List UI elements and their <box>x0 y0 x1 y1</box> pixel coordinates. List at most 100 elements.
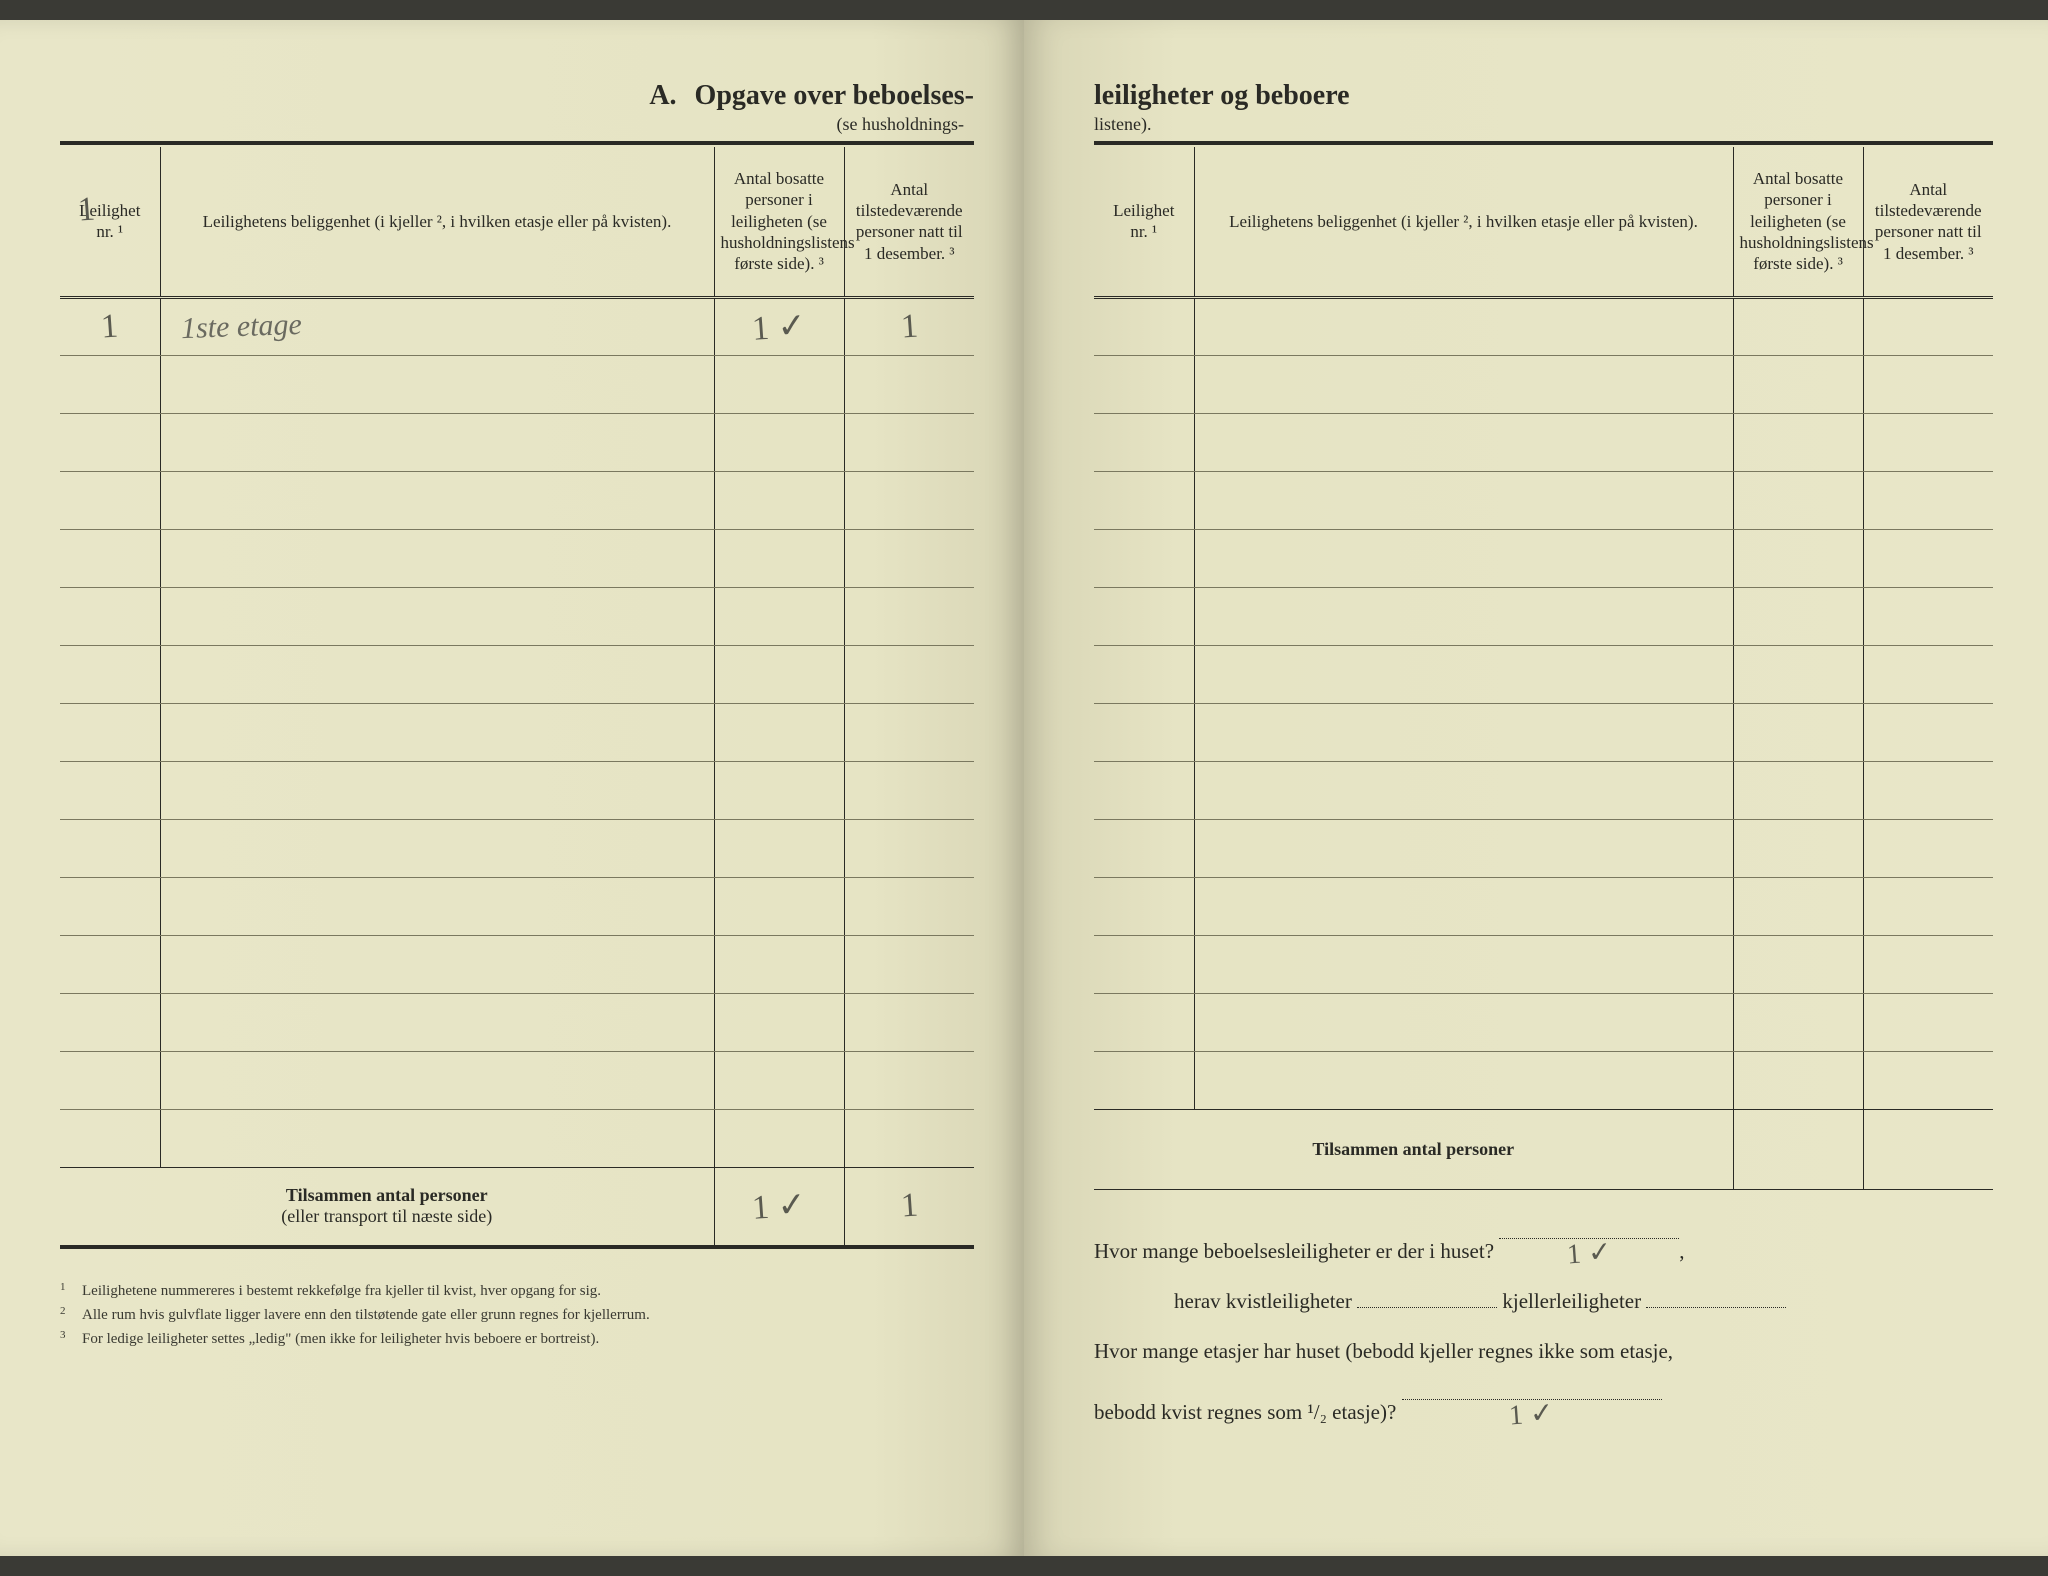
table-row <box>1094 761 1993 819</box>
q-text: bebodd kvist regnes som ¹/₂ etasje)? <box>1094 1400 1396 1424</box>
cell-bosatte: 1 ✓ <box>714 297 844 355</box>
handwritten: 1ste etage <box>180 307 302 345</box>
table-row <box>60 935 974 993</box>
table-row <box>60 471 974 529</box>
q-text: kjellerleiligheter <box>1502 1289 1641 1313</box>
title-main-left: Opgave over beboelses- <box>695 80 974 112</box>
left-table: Leilighet nr. ¹ Leilighetens beliggenhet… <box>60 147 974 1249</box>
th-leilighet-nr: Leilighet nr. ¹ <box>60 147 160 297</box>
th-beliggenhet: Leilighetens beliggenhet (i kjeller ², i… <box>160 147 714 297</box>
cell-beliggenhet: 1ste etage <box>160 297 714 355</box>
q-text: Hvor mange etasjer har huset (bebodd kje… <box>1094 1339 1673 1363</box>
handwritten: 1 ✓ <box>751 1184 808 1228</box>
left-tbody: 1 1ste etage 1 ✓ 1 <box>60 297 974 1167</box>
right-tbody <box>1094 297 1993 1109</box>
table-row <box>1094 355 1993 413</box>
title-letter: A. <box>649 80 676 112</box>
th-text: Leilighet <box>1113 201 1174 220</box>
th-leilighet-nr: Leilighet nr. ¹ <box>1094 147 1194 297</box>
table-row <box>60 761 974 819</box>
table-row <box>60 703 974 761</box>
tfoot-label: Tilsammen antal personer <box>1094 1109 1733 1189</box>
q-suffix: , <box>1679 1239 1684 1263</box>
footnote: 3For ledige leiligheter settes „ledig" (… <box>60 1327 974 1351</box>
tfoot-bold: Tilsammen antal personer <box>1312 1139 1514 1159</box>
right-title-row: leiligheter og beboere <box>1094 80 1993 112</box>
th-bosatte: Antal bosatte personer i leiligheten (se… <box>1733 147 1863 297</box>
handwritten: 1 ✓ <box>1507 1379 1556 1449</box>
handwritten: 1 <box>899 307 919 346</box>
left-page: A. Opgave over beboelses- (se husholdnin… <box>0 20 1024 1556</box>
th-beliggenhet: Leilighetens beliggenhet (i kjeller ², i… <box>1194 147 1733 297</box>
table-row <box>60 1051 974 1109</box>
document-spread: A. Opgave over beboelses- (se husholdnin… <box>0 20 2048 1556</box>
footnote: 1Leilighetene nummereres i bestemt rekke… <box>60 1279 974 1303</box>
table-row <box>60 355 974 413</box>
footnote-text: Leilighetene nummereres i bestemt rekkef… <box>82 1279 601 1303</box>
tfoot-tilstede <box>1863 1109 1993 1189</box>
question-3b: bebodd kvist regnes som ¹/₂ etasje)? 1 ✓ <box>1094 1377 1993 1437</box>
handwritten: 1 ✓ <box>1565 1218 1614 1288</box>
table-row <box>1094 993 1993 1051</box>
table-row <box>60 819 974 877</box>
tfoot-row: Tilsammen antal personer <box>1094 1109 1993 1189</box>
right-table: Leilighet nr. ¹ Leilighetens beliggenhet… <box>1094 147 1993 1190</box>
footnotes: 1Leilighetene nummereres i bestemt rekke… <box>60 1279 974 1351</box>
th-tilstede: Antal tilstedeværende personer natt til … <box>844 147 974 297</box>
questions-block: Hvor mange beboelsesleiligheter er der i… <box>1094 1216 1993 1438</box>
handwritten: 1 ✓ <box>751 305 808 349</box>
answer-line <box>1646 1285 1786 1308</box>
tfoot-bosatte: 1 ✓ <box>714 1167 844 1247</box>
th-bosatte: Antal bosatte personer i leiligheten (se… <box>714 147 844 297</box>
table-row <box>60 645 974 703</box>
handwritten: 1 <box>100 307 120 346</box>
table-row <box>60 993 974 1051</box>
answer-line <box>1357 1285 1497 1308</box>
table-row <box>1094 471 1993 529</box>
th-text: nr. ¹ <box>96 222 123 241</box>
table-row <box>1094 1051 1993 1109</box>
footnote: 2Alle rum hvis gulvflate ligger lavere e… <box>60 1303 974 1327</box>
answer-line: 1 ✓ <box>1499 1216 1679 1239</box>
table-row <box>60 587 974 645</box>
table-row <box>60 529 974 587</box>
tfoot-sub: (eller transport til næste side) <box>281 1206 492 1226</box>
th-tilstede: Antal tilstedeværende personer natt til … <box>1863 147 1993 297</box>
subtitle-right: listene). <box>1094 114 1993 135</box>
th-text: nr. ¹ <box>1130 222 1157 241</box>
cell-tilstede: 1 <box>844 297 974 355</box>
question-2: herav kvistleiligheter kjellerleilighete… <box>1094 1276 1993 1326</box>
table-row <box>60 877 974 935</box>
rule-thick <box>1094 141 1993 145</box>
table-row <box>60 1109 974 1167</box>
title-main-right: leiligheter og beboere <box>1094 80 1350 112</box>
table-row <box>1094 703 1993 761</box>
handwritten: 1 <box>899 1187 919 1226</box>
question-3: Hvor mange etasjer har huset (bebodd kje… <box>1094 1326 1993 1376</box>
q-text: herav kvistleiligheter <box>1174 1289 1352 1313</box>
question-1: Hvor mange beboelsesleiligheter er der i… <box>1094 1216 1993 1276</box>
table-row: 1 1ste etage 1 ✓ 1 <box>60 297 974 355</box>
handwritten-header-nr: 1 <box>77 190 97 229</box>
footnote-text: Alle rum hvis gulvflate ligger lavere en… <box>82 1303 650 1327</box>
tfoot-row: Tilsammen antal personer (eller transpor… <box>60 1167 974 1247</box>
rule-thick <box>60 141 974 145</box>
tfoot-tilstede: 1 <box>844 1167 974 1247</box>
table-row <box>1094 935 1993 993</box>
table-row <box>60 413 974 471</box>
right-page: leiligheter og beboere listene). Leiligh… <box>1024 20 2048 1556</box>
table-row <box>1094 297 1993 355</box>
left-title-row: A. Opgave over beboelses- <box>60 80 974 112</box>
table-row <box>1094 645 1993 703</box>
table-row <box>1094 413 1993 471</box>
footnote-text: For ledige leiligheter settes „ledig" (m… <box>82 1327 599 1351</box>
tfoot-label: Tilsammen antal personer (eller transpor… <box>60 1167 714 1247</box>
table-row <box>1094 877 1993 935</box>
table-row <box>1094 529 1993 587</box>
tfoot-bold: Tilsammen antal personer <box>286 1185 488 1205</box>
table-row <box>1094 587 1993 645</box>
tfoot-bosatte <box>1733 1109 1863 1189</box>
answer-line: 1 ✓ <box>1402 1377 1662 1400</box>
cell-nr: 1 <box>60 297 160 355</box>
subtitle-left: (se husholdnings- <box>60 114 974 135</box>
